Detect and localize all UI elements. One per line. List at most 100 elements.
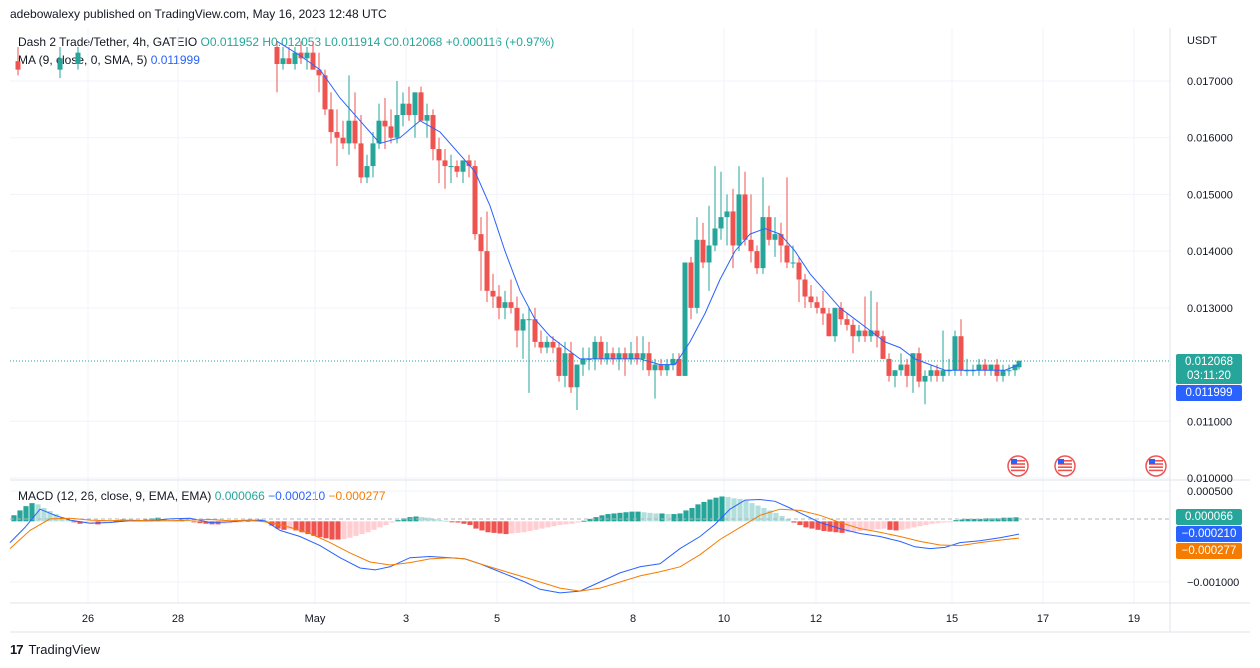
macd-hist-value: 0.000066 <box>214 489 265 503</box>
candle <box>316 52 322 93</box>
candle <box>544 336 550 354</box>
candle <box>472 160 478 240</box>
macd-hist-bar <box>569 521 575 524</box>
candle <box>796 256 802 303</box>
macd-hist-bar <box>875 521 881 530</box>
macd-hist-bar <box>797 521 803 525</box>
candle <box>430 109 436 161</box>
candle <box>814 296 820 314</box>
macd-hist-bar <box>239 521 245 523</box>
macd-axis[interactable]: 0.000500 −0.001000 <box>1187 486 1239 589</box>
price-tick-label: 0.014000 <box>1187 246 1233 258</box>
macd-hist-bar <box>323 521 329 539</box>
us-flag-event-icon[interactable] <box>1054 455 1076 477</box>
candle <box>964 358 970 376</box>
currency-label: USDT <box>1187 35 1217 47</box>
time-tick-label: 5 <box>494 613 500 625</box>
macd-hist-bar <box>443 520 449 522</box>
us-flag-event-icon[interactable] <box>1145 455 1167 477</box>
change-value: +0.000116 (+0.97%) <box>445 35 555 49</box>
macd-hist-bar <box>461 521 467 524</box>
tradingview-brand[interactable]: 17 TradingView <box>10 642 100 657</box>
macd-hist-bar <box>719 496 725 522</box>
candle <box>874 302 880 348</box>
macd-hist-bar <box>695 504 701 522</box>
macd-hist-bar <box>593 517 599 522</box>
candle <box>832 307 838 342</box>
candle <box>958 319 964 376</box>
candle <box>328 92 334 144</box>
candle <box>688 256 694 320</box>
symbol-label[interactable]: Dash 2 Trade/Tether, 4h, GATEIO <box>18 35 198 49</box>
candle <box>514 296 520 348</box>
ma-value: 0.011999 <box>150 53 200 67</box>
time-tick-label: 26 <box>82 613 94 625</box>
macd-hist-bar <box>191 521 197 523</box>
macd-hist-bar <box>635 511 641 522</box>
macd-hist-bar <box>509 521 515 534</box>
macd-hist-bar <box>587 518 593 522</box>
candle <box>778 222 784 263</box>
macd-tick-label: 0.000500 <box>1187 486 1233 498</box>
candle <box>670 353 676 371</box>
candle <box>15 46 21 76</box>
candle <box>478 217 484 291</box>
candle <box>766 205 772 246</box>
macd-hist-bar <box>131 520 137 522</box>
candle <box>532 307 538 348</box>
macd-hist-bar <box>557 521 563 525</box>
macd-label[interactable]: MACD (12, 26, close, 9, EMA, EMA) <box>18 489 212 503</box>
candle <box>442 149 448 189</box>
macd-hist-bar <box>215 521 221 525</box>
macd-hist-bar <box>917 521 923 527</box>
ma-label[interactable]: MA (9, close, 0, SMA, 5) <box>18 53 148 67</box>
ma-legend: MA (9, close, 0, SMA, 5) 0.011999 <box>18 53 200 67</box>
macd-hist-bar <box>533 521 539 530</box>
macd-hist-bar <box>233 521 239 523</box>
macd-hist-bar <box>29 503 35 522</box>
us-flag-event-icon[interactable] <box>1007 455 1029 477</box>
macd-hist-bar <box>149 518 155 522</box>
macd-hist-bar <box>767 510 773 522</box>
macd-hist-bar <box>335 521 341 540</box>
candle <box>820 290 826 325</box>
candle <box>562 341 568 388</box>
ma-line <box>276 40 1020 371</box>
candle <box>772 217 778 257</box>
macd-hist-bar <box>749 503 755 522</box>
time-axis[interactable]: 26 28 May 3 5 8 10 12 15 17 19 <box>82 613 1140 625</box>
time-tick-label: 3 <box>403 613 409 625</box>
main-legend: Dash 2 Trade/Tether, 4h, GATEIO O0.01195… <box>18 35 554 49</box>
candle <box>712 166 718 252</box>
candle <box>454 160 460 178</box>
macd-hist-bar <box>689 507 695 522</box>
macd-hist-bar <box>419 517 425 522</box>
countdown-tag: 03:11:20 <box>1176 368 1242 384</box>
candle <box>466 154 472 178</box>
macd-hist-bar <box>827 521 833 532</box>
macd-hist-bar <box>449 521 455 523</box>
candle <box>418 86 424 121</box>
candle <box>940 330 946 382</box>
macd-hist-bar <box>701 501 707 522</box>
event-flags[interactable] <box>1007 455 1167 477</box>
candle <box>784 177 790 269</box>
macd-hist-bar <box>329 521 335 540</box>
macd-hist-bar <box>341 521 347 539</box>
candle <box>916 347 922 388</box>
low-value: L0.011914 <box>324 35 381 49</box>
macd-hist-bar <box>911 521 917 528</box>
macd-hist-bar <box>161 518 167 522</box>
macd-hist-bar <box>203 521 209 524</box>
macd-hist-bar <box>53 514 59 522</box>
price-tick-label: 0.013000 <box>1187 303 1233 315</box>
macd-hist-bar <box>971 518 977 522</box>
price-axis[interactable]: 0.017000 0.016000 0.015000 0.014000 0.013000… <box>1187 76 1233 485</box>
publisher-line: adebowalexy published on TradingView.com… <box>10 7 387 21</box>
macd-hist-bar <box>677 513 683 522</box>
candle <box>622 347 628 376</box>
candle <box>748 194 754 263</box>
candle <box>862 296 868 342</box>
candle <box>484 211 490 303</box>
